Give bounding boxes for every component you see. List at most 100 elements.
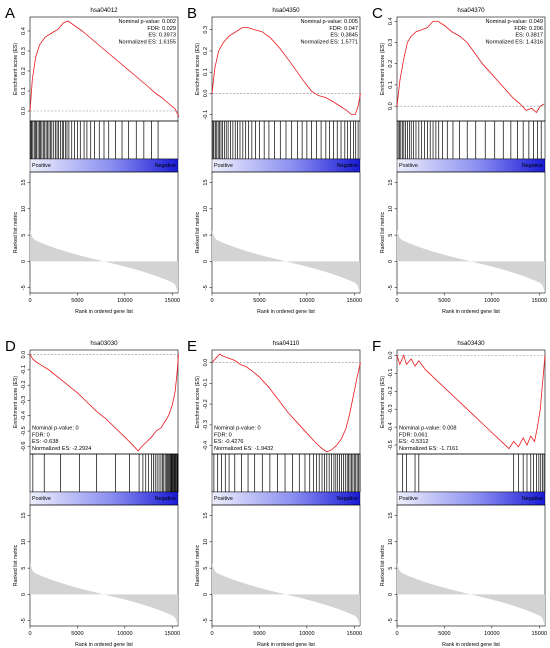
panel-title: hsa04350 [272,7,300,14]
stat-line: Normalized ES: -2.2924 [32,446,91,452]
x-axis-label: Rank in ordered gene list [257,642,315,648]
es-y-tick-label: 0.0 [388,102,394,110]
es-curve-line [396,20,545,114]
stat-line: Normalized ES: -1.9432 [214,446,273,452]
x-tick-label: 10000 [117,298,133,304]
es-y-tick-label: 0.0 [21,351,27,359]
rank-y-tick-label: 5 [21,234,27,237]
es-y-tick-label: -0.2 [388,386,394,396]
es-y-tick-label: -0.3 [21,396,27,406]
x-tick-label: 5000 [71,298,83,304]
stat-line: Nominal p-value: 0.002 [118,19,176,25]
es-y-tick-label: -0.4 [21,411,27,421]
es-y-tick-label: 0.3 [203,26,209,34]
x-tick-label: 5000 [438,631,450,637]
es-y-tick-label: 0.0 [203,359,209,367]
rank-y-tick-label: 15 [21,512,27,518]
rank-y-axis-label: Ranked list metric [380,544,386,586]
x-tick-label: 0 [28,298,31,304]
panel-letter: C [372,5,383,22]
x-tick-label: 15000 [165,298,181,304]
x-tick-label: 0 [395,631,398,637]
ranked-metric-area [212,562,360,626]
x-tick-label: 10000 [484,631,500,637]
panel-letter: B [187,5,197,22]
es-y-tick-label: -0.5 [21,426,27,436]
rank-y-tick-label: 0 [388,593,394,596]
es-y-axis-label: Enrichment score (ES) [380,43,386,95]
stat-line: Nominal p-value: 0.049 [485,19,543,25]
es-y-tick-label: 0.4 [388,17,394,25]
stat-line: FDR: 0.206 [514,26,543,32]
stat-line: ES: -0.5312 [399,439,429,445]
rank-y-tick-label: 15 [388,179,394,185]
band-label-negative: Negative [522,496,543,502]
es-curve-line [29,20,180,118]
panel-title: hsa04012 [90,7,118,14]
rank-y-tick-label: -5 [21,618,27,623]
rank-y-axis-label: Ranked list metric [380,211,386,253]
x-tick-label: 0 [28,631,31,637]
x-tick-label: 10000 [117,631,133,637]
rank-y-tick-label: 15 [203,179,209,185]
es-y-tick-label: -0.3 [388,404,394,414]
x-tick-label: 5000 [253,298,265,304]
es-y-tick-label: -0.1 [203,110,209,120]
es-y-tick-label: 0.2 [388,60,394,68]
es-y-tick-label: -0.5 [388,440,394,450]
rank-y-tick-label: 15 [21,179,27,185]
ranked-metric-area [30,229,178,293]
band-label-negative: Negative [155,163,176,169]
es-y-tick-label: -0.2 [203,399,209,409]
x-tick-label: 10000 [299,631,315,637]
rank-y-tick-label: 0 [203,260,209,263]
x-tick-label: 15000 [532,298,548,304]
x-tick-label: 0 [210,298,213,304]
ranked-metric-area [397,229,545,293]
x-tick-label: 15000 [347,298,363,304]
rank-y-tick-label: 15 [203,512,209,518]
hits-frame [396,120,546,160]
rank-y-tick-label: 15 [388,512,394,518]
stat-line: Normalized ES: 1.6155 [118,39,176,45]
rank-y-tick-label: 5 [21,567,27,570]
es-y-tick-label: -0.1 [388,368,394,378]
panel-letter: F [372,338,381,355]
x-tick-label: 5000 [71,631,83,637]
x-tick-label: 15000 [165,631,181,637]
stat-line: ES: 0.3973 [148,33,176,39]
stat-line: FDR: 0.061 [399,432,428,438]
es-y-tick-label: 0.2 [203,47,209,55]
rank-y-tick-label: 10 [203,206,209,212]
stat-line: Nominal p-value: 0 [214,426,261,432]
x-tick-label: 10000 [299,298,315,304]
rank-y-tick-label: -5 [21,285,27,290]
ranked-metric-area [30,562,178,626]
stat-line: Nominal p-value: 0.005 [300,19,358,25]
rank-y-tick-label: 5 [388,567,394,570]
stat-line: Normalized ES: -1.7161 [399,446,458,452]
es-y-axis-label: Enrichment score (ES) [13,43,19,95]
rank-y-tick-label: 0 [21,593,27,596]
band-label-positive: Positive [399,496,418,502]
es-y-tick-label: 0.1 [203,68,209,76]
hits-frame [396,453,546,493]
x-tick-label: 5000 [253,631,265,637]
rank-y-tick-label: 10 [388,206,394,212]
rank-y-tick-label: 0 [203,593,209,596]
band-label-negative: Negative [337,163,358,169]
es-y-tick-label: 0.3 [21,47,27,55]
rank-y-tick-label: 10 [21,206,27,212]
rank-y-tick-label: 0 [21,260,27,263]
es-y-tick-label: 0.3 [388,39,394,47]
x-tick-label: 15000 [347,631,363,637]
x-axis-label: Rank in ordered gene list [75,309,133,315]
es-curve-line [29,354,179,452]
stat-line: ES: -0.4276 [214,439,244,445]
rank-y-tick-label: 10 [203,539,209,545]
rank-y-tick-label: -5 [388,285,394,290]
